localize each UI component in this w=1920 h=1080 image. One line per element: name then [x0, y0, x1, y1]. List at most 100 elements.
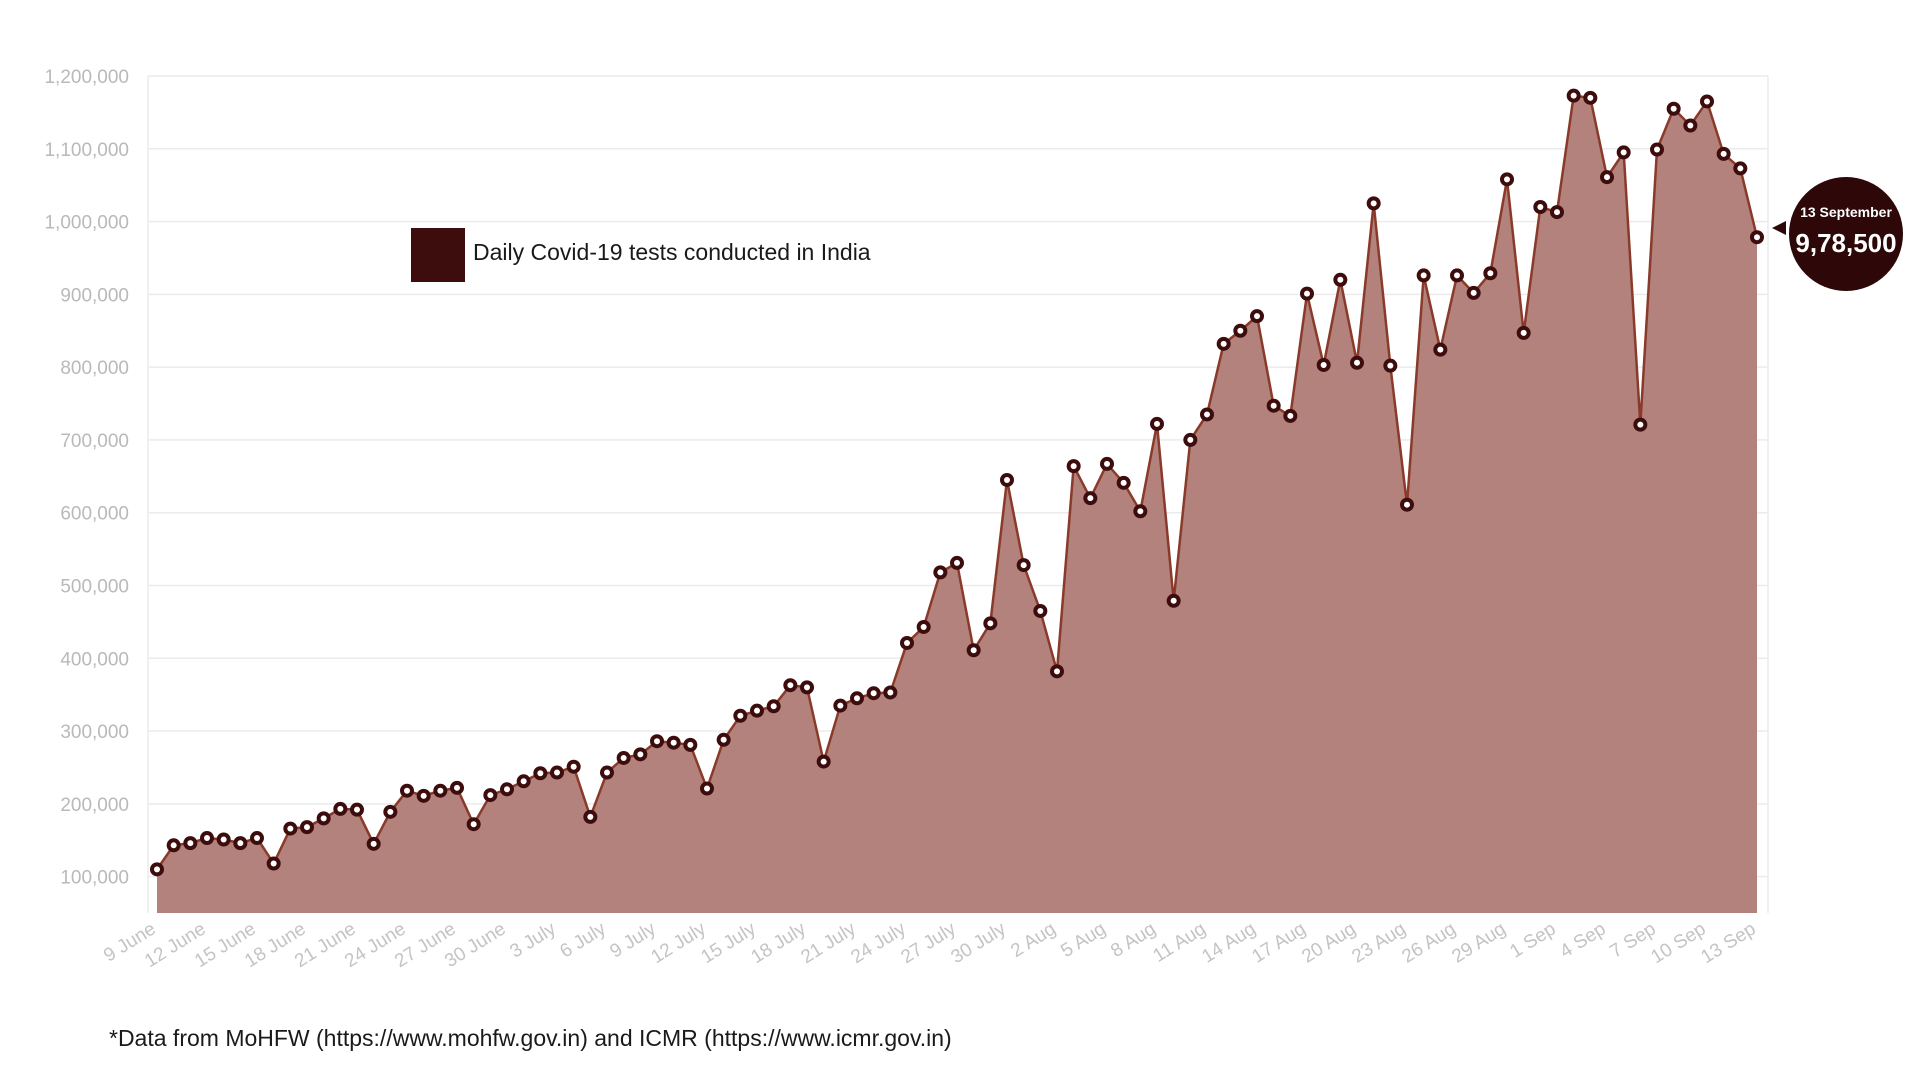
data-point	[1200, 407, 1214, 422]
data-point	[150, 862, 164, 877]
x-tick-label: 20 Aug	[1298, 918, 1359, 967]
x-tick-label: 24 July	[847, 918, 910, 968]
data-point	[683, 737, 698, 752]
y-tick-label: 300,000	[60, 722, 129, 743]
data-point	[516, 774, 531, 789]
data-point	[666, 735, 681, 750]
data-point	[1616, 145, 1631, 160]
y-tick-label: 400,000	[60, 649, 129, 670]
data-point	[166, 838, 181, 853]
data-point	[300, 820, 314, 835]
data-point	[616, 750, 631, 765]
area-series	[155, 94, 1759, 913]
x-tick-label: 27 July	[897, 918, 960, 968]
data-point	[1750, 230, 1764, 245]
data-point	[750, 703, 764, 718]
data-point	[283, 821, 298, 836]
callout-pointer	[1772, 221, 1786, 235]
data-point	[1366, 196, 1381, 211]
x-tick-label: 18 July	[747, 918, 810, 968]
data-point	[233, 836, 248, 851]
data-point	[1533, 200, 1548, 215]
data-point	[1550, 205, 1564, 220]
data-point	[1483, 266, 1498, 281]
x-tick-label: 8 Aug	[1107, 918, 1159, 962]
data-point	[183, 836, 198, 851]
data-point	[450, 780, 464, 795]
data-point	[916, 619, 931, 634]
data-point	[550, 765, 564, 780]
x-tick-label: 21 July	[797, 918, 860, 968]
data-point	[1600, 170, 1614, 185]
data-point	[633, 747, 648, 762]
x-tick-label: 14 Aug	[1198, 918, 1259, 967]
data-point	[200, 831, 214, 846]
x-tick-label: 2 Aug	[1007, 918, 1059, 962]
data-point	[1633, 417, 1648, 432]
data-point	[1000, 472, 1014, 487]
data-point	[383, 804, 398, 819]
x-tick-label: 10 Sep	[1647, 918, 1709, 968]
area-fill	[157, 95, 1757, 913]
data-point	[1033, 603, 1048, 618]
data-point	[1150, 416, 1164, 431]
data-point	[1133, 504, 1148, 519]
data-point	[850, 691, 864, 706]
data-point	[816, 754, 831, 769]
data-point	[1666, 101, 1681, 116]
data-point	[1566, 88, 1581, 103]
x-tick-label: 23 Aug	[1348, 918, 1409, 967]
data-point	[983, 616, 998, 631]
data-point	[650, 734, 664, 749]
data-point	[1316, 357, 1331, 372]
y-tick-label: 900,000	[60, 285, 129, 306]
data-point	[1066, 459, 1081, 474]
data-point	[400, 783, 414, 798]
data-point	[933, 565, 948, 580]
data-point	[1183, 432, 1198, 447]
y-tick-label: 700,000	[60, 431, 129, 452]
x-tick-label: 17 Aug	[1248, 918, 1309, 967]
legend-swatch	[411, 228, 465, 282]
y-tick-label: 500,000	[60, 576, 129, 597]
data-point	[1283, 408, 1298, 423]
data-point	[950, 555, 964, 570]
x-tick-label: 1 Sep	[1506, 918, 1559, 962]
data-point	[1100, 456, 1114, 471]
data-point	[416, 788, 431, 803]
source-footnote: *Data from MoHFW (https://www.mohfw.gov.…	[109, 1025, 952, 1051]
data-point	[1083, 491, 1098, 506]
data-point	[266, 856, 281, 871]
data-point	[1266, 398, 1281, 413]
data-point	[966, 643, 981, 658]
data-point	[216, 832, 231, 847]
y-tick-label: 200,000	[60, 795, 129, 816]
data-point	[800, 680, 814, 695]
data-point	[1116, 475, 1131, 490]
data-point	[350, 802, 364, 817]
x-tick-label: 26 Aug	[1398, 918, 1459, 967]
y-tick-label: 100,000	[60, 868, 129, 889]
y-tick-label: 800,000	[60, 358, 129, 379]
callout-value: 9,78,500	[1795, 228, 1896, 258]
data-point	[733, 708, 748, 723]
last-value-callout: 13 September 9,78,500	[1772, 177, 1903, 291]
data-point	[1416, 268, 1431, 283]
x-tick-label: 11 Aug	[1150, 918, 1210, 966]
data-point	[1050, 664, 1064, 679]
data-point	[1716, 146, 1731, 161]
data-point	[1400, 497, 1414, 512]
data-point	[1350, 355, 1364, 370]
callout-badge	[1789, 177, 1903, 291]
data-point	[466, 817, 481, 832]
data-point	[1500, 172, 1514, 187]
y-axis: 1,200,000 1,100,000 1,000,000 900,000 800,00…	[44, 67, 129, 889]
y-tick-label: 1,100,000	[44, 140, 129, 161]
data-point	[766, 699, 781, 714]
data-point	[1516, 325, 1531, 340]
data-point	[1333, 272, 1348, 287]
data-point	[333, 801, 348, 816]
y-tick-label: 600,000	[60, 504, 129, 525]
data-point	[883, 685, 898, 700]
